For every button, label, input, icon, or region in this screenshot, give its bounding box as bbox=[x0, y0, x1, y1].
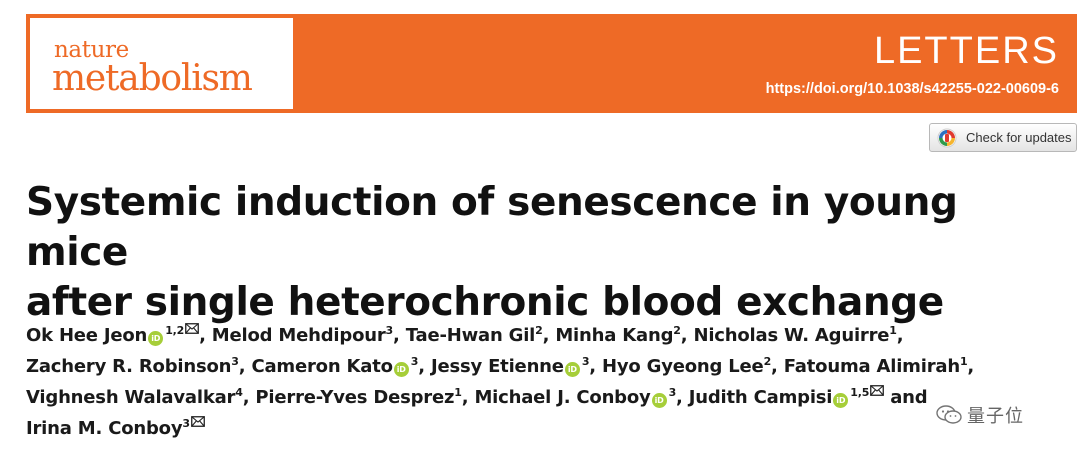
logo-nature-text: nature bbox=[54, 37, 129, 63]
author-separator: , bbox=[418, 356, 431, 377]
author-name[interactable]: Ok Hee Jeon bbox=[26, 325, 148, 346]
author-name[interactable]: Hyo Gyeong Lee bbox=[602, 356, 764, 377]
author-name[interactable]: Nicholas W. Aguirre bbox=[693, 325, 890, 346]
author-entry: Ok Hee Jeon iD1,2, bbox=[26, 323, 212, 346]
author-entry: Irina M. Conboy3 bbox=[26, 416, 205, 439]
author-separator: , bbox=[238, 356, 252, 377]
author-separator: , bbox=[967, 356, 975, 377]
author-separator: , bbox=[393, 325, 406, 346]
author-separator: and bbox=[884, 387, 928, 408]
orcid-icon[interactable]: iD bbox=[564, 362, 580, 377]
author-name[interactable]: Vighnesh Walavalkar bbox=[26, 387, 236, 408]
affiliation-superscript[interactable]: 2 bbox=[673, 324, 681, 337]
affiliation-superscript[interactable]: 1,2 bbox=[165, 324, 185, 337]
author-name[interactable]: Pierre-Yves Desprez bbox=[255, 387, 455, 408]
watermark: 量子位 bbox=[936, 402, 1024, 428]
orcid-icon[interactable]: iD bbox=[148, 331, 164, 346]
affiliation-superscript[interactable]: 3 bbox=[581, 355, 590, 368]
orcid-icon[interactable]: iD bbox=[393, 362, 409, 377]
affiliation-superscript[interactable]: 1 bbox=[959, 355, 968, 368]
check-for-updates-icon bbox=[937, 128, 957, 147]
author-entry: Jessy Etienne iD3, bbox=[431, 356, 602, 377]
author-entry: Vighnesh Walavalkar4, bbox=[26, 387, 255, 408]
author-name[interactable]: Jessy Etienne bbox=[430, 356, 564, 377]
watermark-text: 量子位 bbox=[967, 406, 1024, 427]
article-type: LETTERS bbox=[873, 30, 1059, 72]
check-for-updates-button[interactable]: Check for updates bbox=[929, 123, 1077, 152]
title-line-1: Systemic induction of senescence in youn… bbox=[26, 180, 958, 275]
author-line: Irina M. Conboy3 bbox=[26, 413, 1066, 444]
author-list: Ok Hee Jeon iD1,2, Melod Mehdipour3, Tae-… bbox=[26, 320, 1066, 444]
author-entry: Hyo Gyeong Lee2, bbox=[602, 356, 784, 377]
article-title: Systemic induction of senescence in youn… bbox=[26, 178, 1066, 328]
author-separator: , bbox=[896, 325, 904, 346]
author-entry: Pierre-Yves Desprez1, bbox=[255, 387, 474, 408]
affiliation-superscript[interactable]: 3 bbox=[385, 324, 394, 337]
logo-metabolism-text: metabolism bbox=[52, 58, 253, 99]
email-icon[interactable] bbox=[190, 416, 205, 427]
author-separator: , bbox=[542, 325, 556, 346]
author-entry: Melod Mehdipour3, bbox=[212, 325, 406, 346]
author-separator: , bbox=[680, 325, 694, 346]
author-entry: Minha Kang2, bbox=[555, 325, 693, 346]
affiliation-superscript[interactable]: 4 bbox=[235, 386, 243, 399]
author-entry: Cameron Kato iD3, bbox=[251, 356, 431, 377]
author-separator: , bbox=[461, 387, 475, 408]
author-separator: , bbox=[589, 356, 602, 377]
affiliation-superscript[interactable]: 1 bbox=[454, 386, 462, 399]
journal-banner: nature metabolism LETTERS https://doi.or… bbox=[26, 14, 1077, 113]
author-name[interactable]: Judith Campisi bbox=[688, 387, 833, 408]
title-line-2: after single heterochronic blood exchang… bbox=[26, 280, 944, 325]
author-entry: Michael J. Conboy iD3, bbox=[474, 387, 688, 408]
author-entry: Nicholas W. Aguirre1, bbox=[693, 325, 903, 346]
author-name[interactable]: Tae-Hwan Gil bbox=[405, 325, 536, 346]
author-line: Zachery R. Robinson3, Cameron Kato iD3, J… bbox=[26, 351, 1066, 382]
author-separator: , bbox=[676, 387, 689, 408]
author-line: Ok Hee Jeon iD1,2, Melod Mehdipour3, Tae-… bbox=[26, 320, 1066, 351]
author-name[interactable]: Irina M. Conboy bbox=[26, 418, 183, 439]
doi-link[interactable]: https://doi.org/10.1038/s42255-022-00609… bbox=[765, 81, 1059, 97]
affiliation-superscript[interactable]: 3 bbox=[231, 355, 239, 368]
journal-logo[interactable]: nature metabolism bbox=[30, 18, 293, 109]
email-icon[interactable] bbox=[185, 323, 199, 334]
author-name[interactable]: Minha Kang bbox=[555, 325, 674, 346]
author-entry: Zachery R. Robinson3, bbox=[26, 356, 251, 377]
affiliation-superscript[interactable]: 3 bbox=[668, 386, 677, 399]
author-name[interactable]: Cameron Kato bbox=[251, 356, 393, 377]
author-entry: Tae-Hwan Gil2, bbox=[406, 325, 556, 346]
affiliation-superscript[interactable]: 2 bbox=[535, 324, 543, 337]
author-name[interactable]: Zachery R. Robinson bbox=[26, 356, 232, 377]
author-separator: , bbox=[242, 387, 256, 408]
author-line: Vighnesh Walavalkar4, Pierre-Yves Despre… bbox=[26, 382, 1066, 413]
orcid-icon[interactable]: iD bbox=[651, 393, 667, 408]
author-separator: , bbox=[199, 325, 212, 346]
author-entry: Judith Campisi iD1,5 and bbox=[688, 385, 928, 408]
wechat-icon bbox=[936, 405, 962, 424]
email-icon[interactable] bbox=[870, 385, 885, 396]
affiliation-superscript[interactable]: 3 bbox=[410, 355, 419, 368]
affiliation-superscript[interactable]: 1 bbox=[889, 324, 897, 337]
affiliation-superscript[interactable]: 2 bbox=[763, 355, 772, 368]
author-name[interactable]: Fatouma Alimirah bbox=[783, 356, 960, 377]
affiliation-superscript[interactable]: 3 bbox=[182, 417, 190, 430]
check-for-updates-label: Check for updates bbox=[966, 130, 1072, 145]
author-name[interactable]: Melod Mehdipour bbox=[211, 325, 386, 346]
author-entry: Fatouma Alimirah1, bbox=[784, 356, 974, 377]
author-name[interactable]: Michael J. Conboy bbox=[474, 387, 651, 408]
orcid-icon[interactable]: iD bbox=[833, 393, 849, 408]
author-separator: , bbox=[771, 356, 784, 377]
affiliation-superscript[interactable]: 1,5 bbox=[850, 386, 870, 399]
